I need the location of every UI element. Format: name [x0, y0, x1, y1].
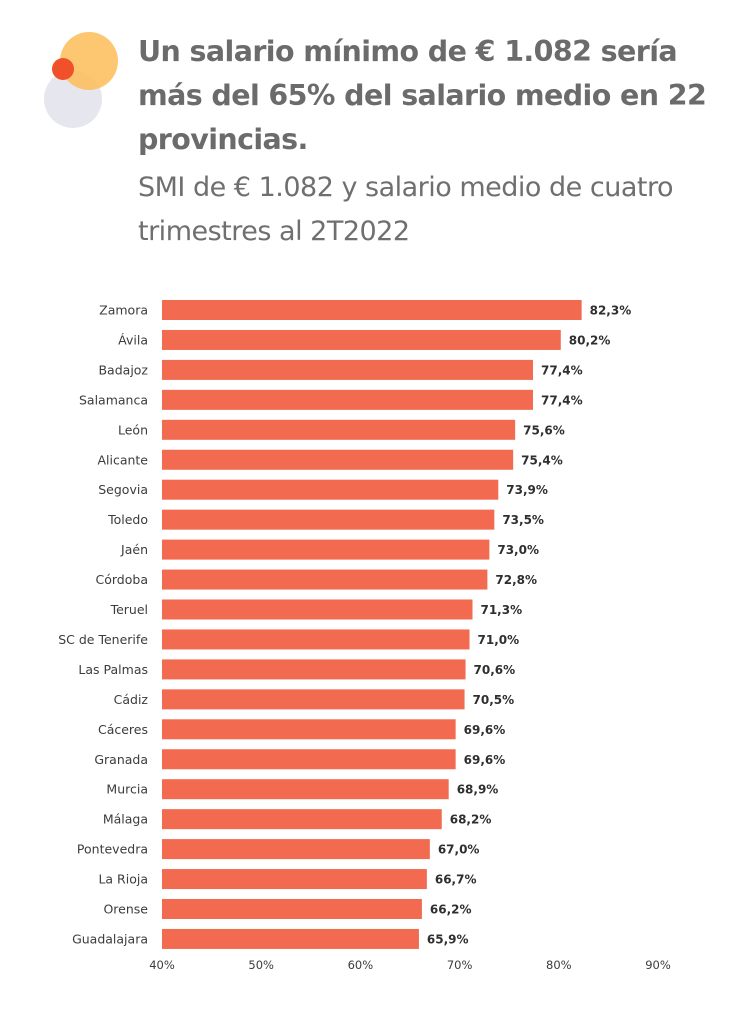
value-label-avila: 80,2% — [569, 333, 611, 347]
category-label-malaga: Málaga — [103, 812, 148, 827]
value-label-alicante: 75,4% — [521, 453, 563, 467]
bar-orense — [162, 899, 422, 919]
bar-badajoz — [162, 359, 534, 380]
value-label-las-palmas: 70,6% — [474, 663, 516, 677]
category-label-leon: León — [118, 422, 148, 437]
bar-malaga — [162, 809, 442, 830]
value-label-guadalajara: 65,9% — [427, 932, 469, 946]
bar-caceres — [162, 719, 456, 740]
value-label-malaga: 68,2% — [450, 813, 492, 827]
bar-teruel — [162, 599, 473, 620]
bar-leon — [162, 419, 516, 440]
bar-guadalajara — [162, 928, 419, 949]
value-label-segovia: 73,9% — [506, 483, 548, 497]
bar-las-palmas — [162, 659, 466, 680]
x-tick-label-40: 40% — [149, 958, 175, 972]
category-label-segovia: Segovia — [98, 482, 148, 497]
value-label-cordoba: 72,8% — [495, 573, 537, 587]
bar-cordoba — [162, 569, 488, 590]
value-label-jaen: 73,0% — [497, 543, 539, 557]
value-label-la-rioja: 66,7% — [435, 873, 477, 887]
category-label-cadiz: Cádiz — [114, 692, 149, 707]
value-label-sc-de-tenerife: 71,0% — [478, 633, 520, 647]
value-label-leon: 75,6% — [523, 423, 565, 437]
bar-zamora — [162, 300, 582, 320]
category-label-alicante: Alicante — [97, 452, 148, 467]
bar-jaen — [162, 539, 490, 560]
value-label-badajoz: 77,4% — [541, 363, 583, 377]
value-label-toledo: 73,5% — [502, 513, 544, 527]
chart-title: Un salario mínimo de € 1.082 sería más d… — [138, 35, 707, 156]
category-label-salamanca: Salamanca — [79, 392, 148, 407]
bar-cadiz — [162, 689, 465, 710]
category-label-murcia: Murcia — [106, 782, 148, 797]
value-label-caceres: 69,6% — [464, 723, 506, 737]
value-label-cadiz: 70,5% — [473, 693, 515, 707]
category-label-badajoz: Badajoz — [98, 362, 148, 377]
category-label-avila: Ávila — [118, 332, 148, 347]
category-label-granada: Granada — [94, 752, 148, 767]
bar-avila — [162, 329, 561, 350]
bar-granada — [162, 749, 456, 770]
category-label-las-palmas: Las Palmas — [78, 662, 148, 677]
category-label-zamora: Zamora — [99, 303, 148, 318]
category-label-cordoba: Córdoba — [96, 572, 148, 587]
category-label-sc-de-tenerife: SC de Tenerife — [58, 632, 148, 647]
category-label-la-rioja: La Rioja — [98, 872, 148, 887]
value-label-pontevedra: 67,0% — [438, 843, 480, 857]
x-tick-label-90: 90% — [645, 958, 671, 972]
chart-subtitle: SMI de € 1.082 y salario medio de cuatro… — [138, 172, 673, 247]
bar-alicante — [162, 449, 514, 470]
x-tick-label-70: 70% — [447, 958, 473, 972]
bar-pontevedra — [162, 839, 430, 860]
category-label-jaen: Jaén — [120, 542, 148, 557]
bar-segovia — [162, 479, 499, 500]
value-label-salamanca: 77,4% — [541, 393, 583, 407]
value-label-teruel: 71,3% — [480, 603, 522, 617]
bar-murcia — [162, 779, 449, 800]
value-label-murcia: 68,9% — [457, 783, 499, 797]
x-tick-label-80: 80% — [546, 958, 572, 972]
logo-red-circle — [52, 58, 74, 80]
bar-toledo — [162, 509, 495, 530]
bar-sc-de-tenerife — [162, 629, 470, 650]
category-label-caceres: Cáceres — [98, 722, 148, 737]
category-label-toledo: Toledo — [107, 512, 148, 527]
overlapping-circles-logo — [40, 28, 124, 132]
bar-la-rioja — [162, 869, 427, 890]
bar-salamanca — [162, 389, 534, 410]
category-label-orense: Orense — [103, 902, 148, 917]
category-label-pontevedra: Pontevedra — [77, 842, 148, 857]
x-tick-label-60: 60% — [348, 958, 374, 972]
value-label-zamora: 82,3% — [590, 304, 632, 318]
category-label-guadalajara: Guadalajara — [72, 931, 148, 946]
x-tick-label-50: 50% — [248, 958, 274, 972]
category-label-teruel: Teruel — [110, 602, 148, 617]
value-label-orense: 66,2% — [430, 903, 472, 917]
value-label-granada: 69,6% — [464, 753, 506, 767]
